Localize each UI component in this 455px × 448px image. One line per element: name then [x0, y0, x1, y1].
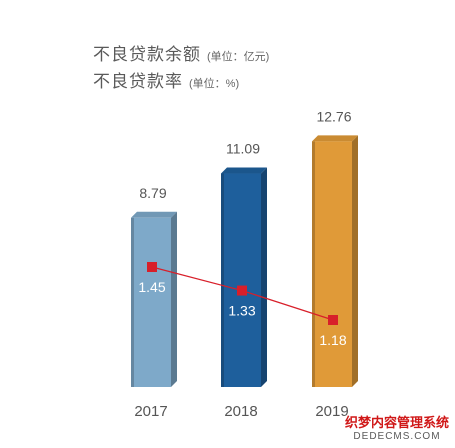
- legend-line-series-name: 不良贷款率: [93, 72, 183, 91]
- rate-point-2018: [237, 285, 247, 296]
- legend-line-series: 不良贷款率 (单位：%): [93, 67, 239, 92]
- bar-value-label-2019: 12.76: [316, 108, 351, 124]
- bar-edge-2018: [221, 173, 224, 387]
- bar-edge-2017: [131, 217, 134, 387]
- rate-value-label-2018: 1.33: [228, 303, 255, 319]
- x-tick-label-2019: 2019: [315, 403, 348, 420]
- bar-side-2017: [171, 211, 177, 387]
- rate-point-2017: [147, 262, 157, 272]
- bar-top-2019: [312, 135, 358, 142]
- legend-bar-series-unit: (单位：亿元): [207, 51, 270, 63]
- x-tick-label-2017: 2017: [134, 403, 167, 420]
- rate-point-2019: [328, 315, 338, 325]
- watermark-url: DEDECMS.COM: [353, 431, 441, 442]
- legend-line-series-unit: (单位：%): [189, 78, 240, 90]
- bar-side-2019: [352, 135, 358, 387]
- bar-top-2017: [131, 211, 177, 218]
- bar-side-2018: [261, 167, 267, 387]
- legend-bar-series: 不良贷款余额 (单位：亿元): [93, 40, 269, 65]
- watermark: 织梦内容管理系统 DEDECMS.COM: [345, 416, 449, 444]
- bar-edge-2019: [312, 141, 315, 387]
- watermark-title: 织梦内容管理系统: [344, 415, 449, 430]
- bar-2018: [221, 173, 261, 387]
- bar-2019: [312, 141, 352, 387]
- x-tick-label-2018: 2018: [224, 403, 257, 420]
- rate-value-label-2019: 1.18: [319, 332, 346, 348]
- rate-value-label-2017: 1.45: [138, 279, 165, 295]
- bar-value-label-2017: 8.79: [139, 185, 166, 201]
- bar-value-label-2018: 11.09: [226, 141, 260, 157]
- bar-2017: [131, 217, 171, 387]
- bar-top-2018: [221, 167, 267, 174]
- legend-bar-series-name: 不良贷款余额: [93, 45, 201, 64]
